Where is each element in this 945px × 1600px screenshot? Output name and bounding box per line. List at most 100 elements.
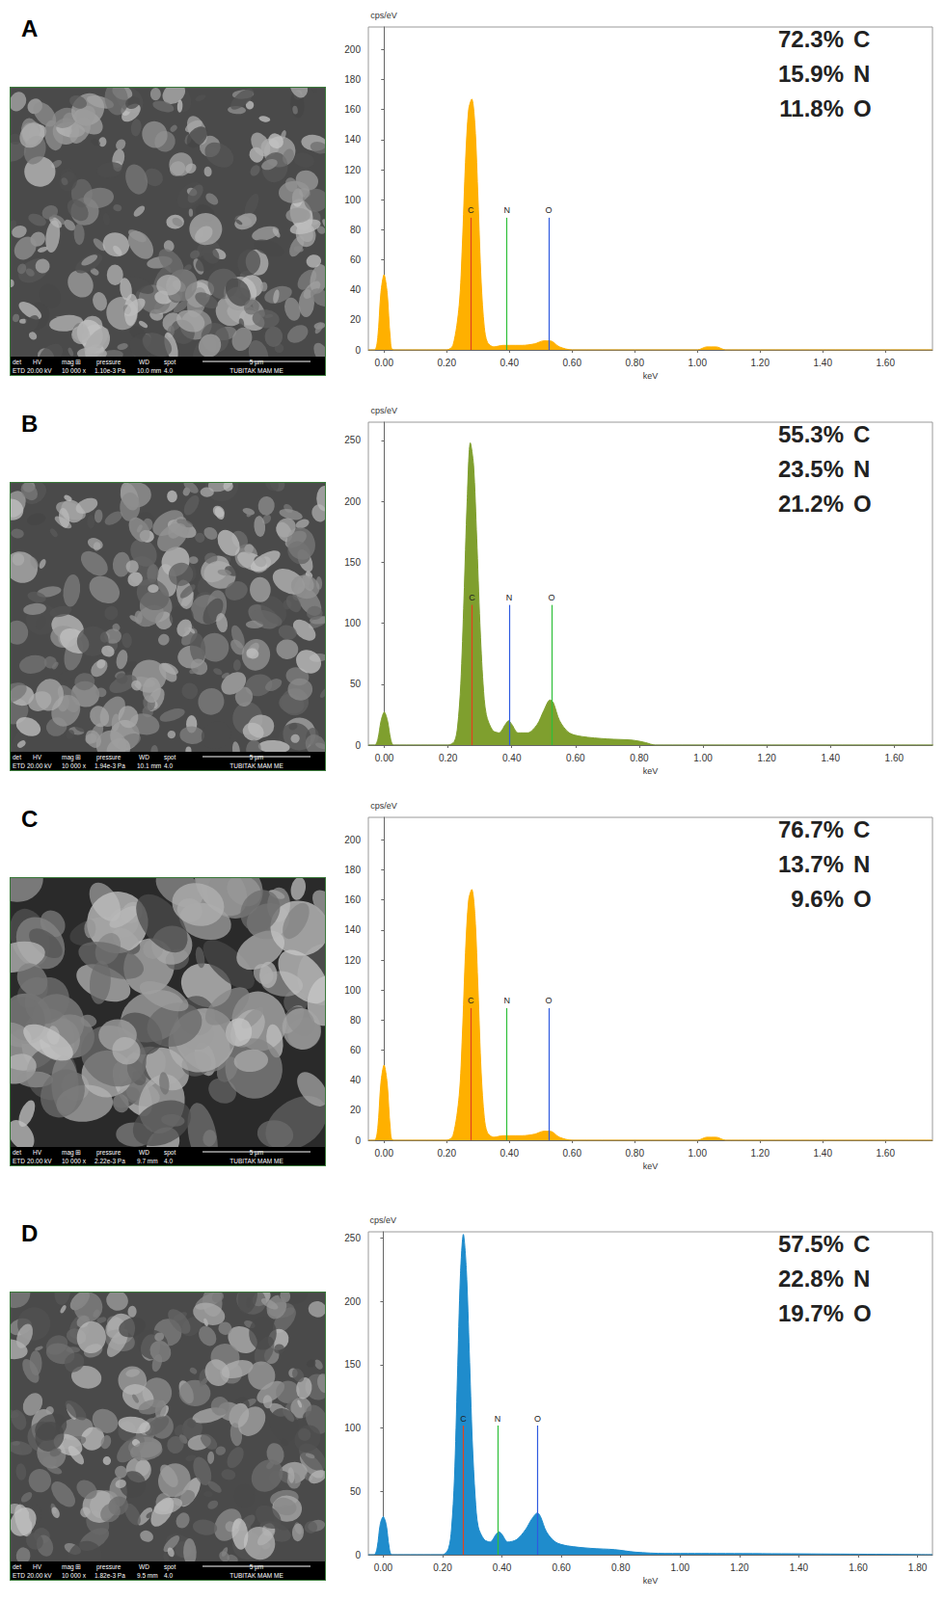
svg-text:4.0: 4.0: [163, 1158, 173, 1165]
svg-text:20: 20: [350, 314, 362, 325]
svg-text:mag ⊞: mag ⊞: [61, 358, 81, 367]
svg-text:N: N: [494, 1414, 502, 1425]
svg-text:0.20: 0.20: [437, 357, 458, 369]
svg-text:1.60: 1.60: [885, 753, 905, 764]
svg-text:150: 150: [344, 557, 361, 568]
svg-text:200: 200: [344, 1296, 361, 1308]
svg-text:5 µm: 5 µm: [249, 1149, 265, 1158]
svg-text:1.00: 1.00: [693, 753, 713, 764]
svg-text:1.60: 1.60: [848, 1563, 868, 1574]
svg-text:200: 200: [344, 44, 361, 55]
svg-text:0.20: 0.20: [432, 1563, 453, 1574]
svg-text:180: 180: [344, 864, 361, 876]
svg-text:O: O: [534, 1414, 541, 1425]
svg-text:TUBITAK MAM ME: TUBITAK MAM ME: [229, 1572, 284, 1580]
svg-text:0.40: 0.40: [492, 1563, 513, 1574]
svg-text:100: 100: [344, 985, 361, 997]
svg-text:keV: keV: [643, 371, 659, 381]
svg-text:10.0 mm: 10.0 mm: [136, 367, 162, 375]
svg-text:det: det: [12, 1149, 22, 1157]
svg-text:55.3%: 55.3%: [778, 421, 844, 448]
svg-text:HV: HV: [32, 358, 43, 366]
svg-text:120: 120: [344, 164, 361, 176]
svg-text:13.7%: 13.7%: [778, 851, 844, 878]
svg-text:WD: WD: [138, 1564, 150, 1571]
svg-text:20.00 kV: 20.00 kV: [27, 1158, 53, 1165]
svg-text:15.9%: 15.9%: [778, 60, 844, 87]
svg-text:140: 140: [344, 134, 361, 145]
svg-text:O: O: [853, 490, 872, 517]
svg-text:40: 40: [350, 1075, 362, 1086]
svg-text:200: 200: [344, 496, 361, 508]
svg-text:O: O: [544, 205, 552, 216]
svg-text:spot: spot: [163, 754, 176, 762]
svg-text:4.0: 4.0: [163, 762, 173, 770]
svg-text:160: 160: [344, 894, 361, 906]
svg-text:40: 40: [350, 284, 362, 296]
svg-text:5 µm: 5 µm: [249, 358, 265, 367]
svg-text:mag ⊞: mag ⊞: [61, 1149, 81, 1158]
svg-text:C: C: [467, 996, 475, 1006]
svg-text:C: C: [468, 593, 476, 603]
svg-text:ETD: ETD: [12, 1158, 26, 1165]
svg-text:0.40: 0.40: [502, 753, 522, 764]
svg-text:pressure: pressure: [96, 1564, 122, 1572]
svg-text:250: 250: [344, 1233, 361, 1244]
svg-text:0.00: 0.00: [374, 1563, 394, 1574]
svg-text:ETD: ETD: [12, 762, 26, 770]
svg-text:9.7 mm: 9.7 mm: [136, 1158, 159, 1165]
svg-text:10 000 x: 10 000 x: [61, 367, 87, 375]
svg-text:50: 50: [350, 678, 362, 690]
svg-text:HV: HV: [32, 754, 43, 761]
svg-text:HV: HV: [32, 1564, 43, 1571]
svg-text:100: 100: [344, 1423, 361, 1434]
svg-text:60: 60: [350, 1045, 362, 1056]
svg-text:21.2%: 21.2%: [778, 490, 844, 517]
svg-text:WD: WD: [138, 358, 150, 366]
svg-text:0.00: 0.00: [375, 357, 395, 369]
svg-text:det: det: [12, 754, 22, 761]
svg-text:1.94e-3 Pa: 1.94e-3 Pa: [94, 762, 126, 770]
svg-text:20.00 kV: 20.00 kV: [27, 1572, 53, 1580]
svg-text:1.00: 1.00: [671, 1563, 691, 1574]
svg-text:150: 150: [344, 1359, 361, 1371]
svg-text:1.80: 1.80: [908, 1563, 928, 1574]
svg-text:C: C: [467, 205, 475, 216]
svg-text:mag ⊞: mag ⊞: [61, 1564, 81, 1572]
svg-text:4.0: 4.0: [163, 1572, 173, 1580]
svg-text:1.40: 1.40: [821, 753, 841, 764]
svg-text:1.20: 1.20: [751, 1148, 771, 1160]
svg-text:O: O: [853, 1300, 872, 1327]
svg-text:spot: spot: [163, 1149, 176, 1158]
svg-text:N: N: [853, 60, 870, 87]
svg-text:11.8%: 11.8%: [779, 95, 844, 122]
svg-text:0.60: 0.60: [563, 1148, 583, 1160]
svg-text:spot: spot: [163, 358, 176, 367]
svg-text:TUBITAK MAM ME: TUBITAK MAM ME: [229, 1158, 284, 1165]
svg-text:mag ⊞: mag ⊞: [61, 754, 81, 762]
svg-text:det: det: [12, 1564, 22, 1571]
svg-text:0.80: 0.80: [625, 357, 646, 369]
svg-text:10 000 x: 10 000 x: [61, 762, 87, 770]
svg-text:160: 160: [344, 104, 361, 115]
svg-text:cps/eV: cps/eV: [370, 801, 398, 811]
svg-text:0.00: 0.00: [375, 1148, 395, 1160]
svg-text:TUBITAK MAM ME: TUBITAK MAM ME: [229, 762, 284, 770]
svg-text:0.40: 0.40: [500, 357, 520, 369]
svg-text:O: O: [544, 996, 552, 1006]
svg-text:1.60: 1.60: [876, 1148, 896, 1160]
svg-text:0: 0: [354, 345, 361, 356]
svg-text:9.6%: 9.6%: [790, 886, 844, 913]
svg-text:C: C: [853, 816, 870, 843]
svg-text:72.3%: 72.3%: [778, 26, 844, 53]
svg-text:0.20: 0.20: [437, 1148, 458, 1160]
svg-text:9.5 mm: 9.5 mm: [136, 1572, 159, 1580]
svg-text:TUBITAK MAM ME: TUBITAK MAM ME: [229, 367, 284, 375]
svg-text:1.40: 1.40: [789, 1563, 810, 1574]
svg-text:0.00: 0.00: [375, 753, 395, 764]
svg-text:0.60: 0.60: [551, 1563, 571, 1574]
svg-text:keV: keV: [643, 766, 659, 777]
svg-text:O: O: [853, 95, 872, 122]
svg-text:140: 140: [344, 924, 361, 936]
svg-text:pressure: pressure: [96, 1149, 122, 1158]
